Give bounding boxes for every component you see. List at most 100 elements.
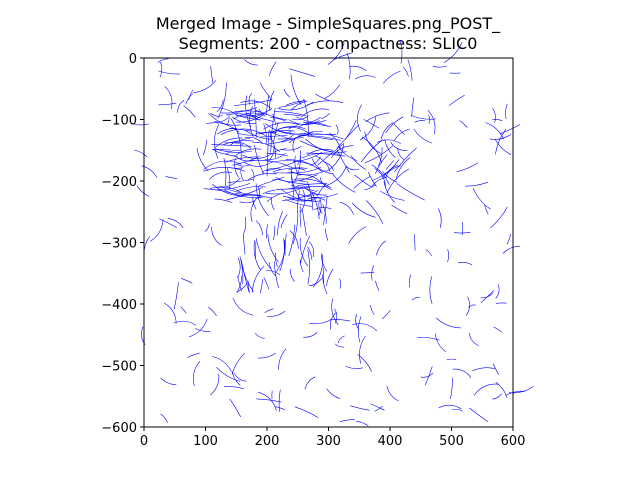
contour-line (309, 318, 333, 325)
contour-line (459, 120, 468, 128)
contour-line (242, 153, 273, 159)
contour-line (283, 88, 291, 98)
contour-line (370, 403, 385, 411)
contour-line (257, 186, 260, 200)
contour-line (311, 158, 334, 175)
contour-line (297, 183, 328, 186)
contour-line (285, 159, 323, 172)
contour-line (327, 42, 345, 65)
contour-line (290, 184, 315, 192)
contour-line (446, 358, 457, 361)
contour-line (269, 90, 275, 111)
contour-line (225, 113, 260, 121)
contour-line (174, 282, 179, 310)
contour-line (300, 235, 311, 264)
contour-line (299, 237, 309, 267)
contour-line (364, 131, 382, 154)
y-tick-label: −400 (101, 298, 137, 313)
contour-line (317, 143, 344, 166)
contour-line (290, 176, 294, 201)
contour-line (425, 249, 432, 257)
contour-line (506, 234, 511, 245)
contour-line (230, 118, 242, 160)
contour-line (283, 113, 301, 117)
contour-line (250, 197, 258, 223)
contour-line (239, 256, 244, 285)
contour-line (277, 137, 304, 140)
contour-line (180, 306, 187, 314)
contour-line (165, 175, 178, 179)
contour-line (211, 149, 231, 151)
contour-line (490, 206, 508, 229)
contour-line (287, 186, 329, 190)
contour-line (258, 391, 277, 411)
contour-line (220, 128, 266, 136)
plot-area (132, 39, 534, 428)
contour-line (472, 187, 491, 210)
contour-line (364, 183, 376, 190)
contour-line (220, 107, 258, 114)
contour-line (225, 149, 241, 155)
contour-line (484, 204, 489, 215)
contour-line (308, 241, 315, 258)
contour-line (299, 259, 304, 273)
contour-line (196, 147, 209, 172)
contour-line (397, 148, 405, 161)
contour-line (443, 41, 463, 63)
contour-line (288, 132, 334, 141)
contour-line (334, 343, 345, 348)
contour-line (332, 173, 356, 193)
contour-line (245, 129, 272, 140)
contour-line (260, 135, 288, 138)
contour-line (269, 134, 294, 144)
contour-line (372, 159, 400, 181)
contour-line (303, 186, 327, 196)
contour-line (278, 99, 306, 108)
contour-line (240, 259, 250, 292)
contour-line (495, 128, 507, 155)
contour-line (297, 174, 322, 184)
contour-line (346, 52, 351, 80)
contour-line (226, 167, 231, 190)
contour-line (371, 164, 390, 186)
contour-line (473, 383, 499, 396)
contour-line (414, 120, 425, 123)
contour-line (188, 89, 194, 100)
contour-line (280, 214, 288, 229)
contour-line (284, 233, 287, 256)
contour-line (224, 386, 244, 390)
contour-line (345, 166, 360, 171)
contour-line (325, 228, 329, 241)
contour-line (237, 108, 272, 117)
contour-line (386, 385, 399, 402)
contour-line (394, 147, 417, 173)
contour-line (255, 220, 263, 236)
contour-line (234, 99, 272, 106)
contour-line (375, 280, 380, 291)
contour-line (493, 326, 502, 333)
contour-line (505, 390, 526, 396)
contour-line (265, 123, 306, 135)
contour-line (377, 139, 401, 144)
contour-line (216, 99, 224, 113)
contour-line (134, 149, 148, 158)
contour-line (276, 239, 286, 272)
contour-line (376, 240, 386, 256)
contour-line (226, 115, 230, 126)
contour-line (395, 157, 411, 181)
y-tick-label: −500 (101, 360, 137, 375)
contour-line (265, 95, 270, 116)
contour-line (263, 122, 300, 130)
contour-line (185, 93, 193, 105)
contour-line (240, 100, 272, 109)
contour-line (266, 270, 281, 275)
contour-line (261, 167, 281, 173)
contour-line (420, 372, 434, 378)
contour-line (248, 93, 253, 105)
contour-line (269, 136, 276, 158)
contour-line (299, 174, 318, 182)
contour-line (375, 154, 388, 174)
contour-line (408, 274, 411, 288)
contour-line (289, 230, 299, 249)
y-tick-label: −200 (101, 175, 137, 190)
